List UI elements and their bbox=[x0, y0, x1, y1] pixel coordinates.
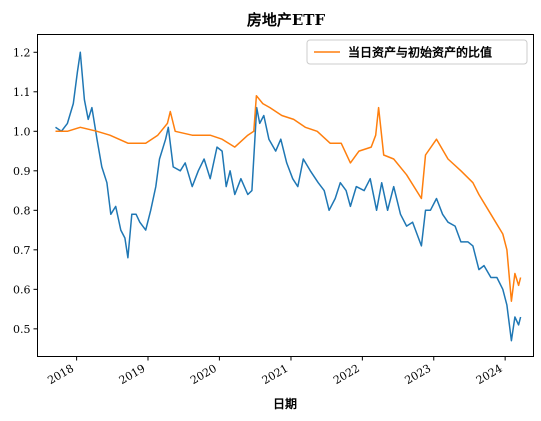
x-tick-label: 2024 bbox=[474, 362, 505, 387]
y-tick-label: 1.2 bbox=[13, 46, 31, 59]
y-tick-label: 0.6 bbox=[13, 283, 31, 296]
x-tick-label: 2020 bbox=[188, 362, 219, 387]
series-line-etf bbox=[55, 51, 522, 342]
x-axis: 2018 2019 2020 2021 2022 2023 2024 bbox=[45, 356, 506, 387]
plot-frame bbox=[37, 34, 534, 357]
x-tick-label: 2021 bbox=[260, 362, 291, 387]
y-tick-label: 0.5 bbox=[13, 323, 31, 336]
x-tick-label: 2023 bbox=[403, 362, 434, 387]
y-tick-label: 1.0 bbox=[13, 125, 31, 138]
x-tick-label: 2019 bbox=[117, 362, 148, 387]
y-tick-label: 0.8 bbox=[13, 204, 31, 217]
y-tick-label: 0.7 bbox=[13, 244, 31, 257]
y-tick-label: 1.1 bbox=[13, 86, 31, 99]
series-line-ratio bbox=[55, 94, 522, 302]
legend-box bbox=[306, 39, 528, 65]
x-axis-label: 日期 bbox=[273, 396, 297, 411]
legend-label-ratio: 当日资产与初始资产的比值 bbox=[348, 45, 492, 60]
y-tick-label: 0.9 bbox=[13, 165, 31, 178]
legend: 当日资产与初始资产的比值 bbox=[306, 39, 528, 65]
chart-title: 房地产ETF bbox=[247, 11, 326, 29]
y-axis: 0.5 0.6 0.7 0.8 0.9 1.0 1.1 1.2 bbox=[13, 46, 38, 336]
x-tick-label: 2022 bbox=[331, 362, 362, 387]
plot-series bbox=[55, 51, 522, 342]
x-tick-label: 2018 bbox=[45, 362, 76, 387]
